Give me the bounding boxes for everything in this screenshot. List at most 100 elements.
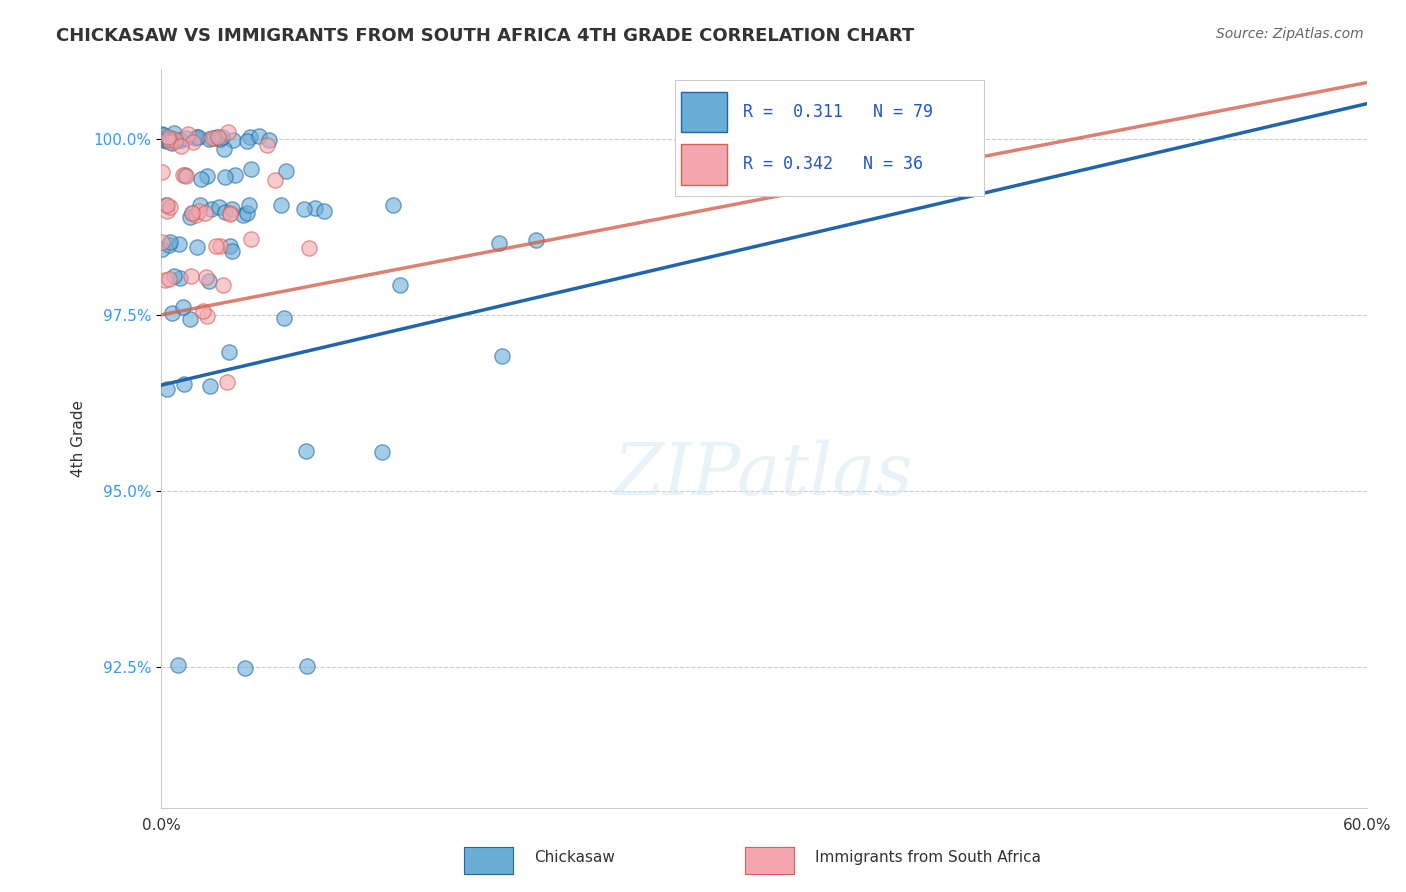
Point [195, 309, 218, 323]
Point [172, 300, 194, 314]
Point [388, 278, 411, 293]
Point [295, 444, 318, 458]
Point [156, 131, 179, 145]
Point [370, 445, 392, 459]
Point [174, 169, 197, 183]
Point [207, 129, 229, 144]
Point [224, 168, 246, 182]
Point [208, 132, 231, 146]
Point [155, 198, 177, 212]
Point [188, 198, 211, 212]
Point [219, 207, 242, 221]
Point [236, 206, 259, 220]
Point [488, 235, 510, 250]
Point [276, 163, 298, 178]
Point [191, 304, 214, 318]
Point [219, 239, 242, 253]
Point [205, 238, 228, 252]
Point [156, 133, 179, 147]
Point [159, 136, 181, 150]
Point [304, 201, 326, 215]
Point [295, 659, 318, 673]
Point [198, 274, 221, 288]
Point [236, 134, 259, 148]
Point [157, 272, 180, 286]
Point [201, 130, 224, 145]
Point [173, 376, 195, 391]
Point [264, 173, 287, 187]
Point [273, 311, 295, 326]
Point [163, 269, 186, 284]
Point [298, 241, 321, 255]
Point [202, 131, 225, 145]
Point [247, 129, 270, 144]
Point [184, 130, 207, 145]
Point [207, 130, 229, 145]
Point [170, 138, 193, 153]
Point [195, 169, 218, 183]
Point [174, 130, 197, 145]
Point [150, 127, 173, 141]
Point [180, 268, 202, 283]
Point [179, 312, 201, 326]
Point [217, 124, 239, 138]
Point [186, 130, 208, 145]
Point [218, 206, 240, 220]
Point [150, 165, 173, 179]
Text: 0.0%: 0.0% [142, 818, 180, 833]
Point [157, 132, 180, 146]
Point [211, 130, 233, 145]
Point [181, 206, 204, 220]
Point [208, 239, 231, 253]
Point [186, 207, 208, 221]
Point [190, 172, 212, 186]
Point [238, 198, 260, 212]
Point [256, 138, 278, 153]
Point [157, 237, 180, 252]
Point [200, 202, 222, 217]
Point [152, 128, 174, 143]
FancyBboxPatch shape [681, 144, 727, 185]
Point [167, 133, 190, 147]
Point [222, 133, 245, 147]
Point [170, 133, 193, 147]
Point [524, 233, 547, 247]
Point [381, 197, 404, 211]
Text: 60.0%: 60.0% [1343, 818, 1391, 833]
Point [218, 345, 240, 359]
Point [233, 660, 256, 674]
Point [156, 130, 179, 145]
Point [257, 132, 280, 146]
Text: Source: ZipAtlas.com: Source: ZipAtlas.com [1216, 27, 1364, 41]
Point [232, 208, 254, 222]
Point [214, 204, 236, 219]
Point [240, 232, 263, 246]
Point [179, 211, 201, 225]
Point [180, 206, 202, 220]
Point [159, 130, 181, 145]
Point [167, 236, 190, 251]
Point [221, 244, 243, 259]
Point [186, 240, 208, 254]
Point [491, 349, 513, 363]
Point [160, 306, 183, 320]
Point [292, 202, 315, 216]
Point [169, 270, 191, 285]
Text: ZIPatlas: ZIPatlas [614, 440, 914, 510]
Text: CHICKASAW VS IMMIGRANTS FROM SOUTH AFRICA 4TH GRADE CORRELATION CHART: CHICKASAW VS IMMIGRANTS FROM SOUTH AFRIC… [56, 27, 914, 45]
Point [215, 376, 238, 390]
Point [208, 201, 231, 215]
Point [212, 142, 235, 156]
Y-axis label: 4th Grade: 4th Grade [72, 400, 86, 476]
Point [200, 379, 222, 393]
Point [197, 131, 219, 145]
FancyBboxPatch shape [681, 92, 727, 132]
Point [167, 657, 190, 672]
Point [212, 277, 235, 292]
Point [156, 130, 179, 145]
Text: Chickasaw: Chickasaw [534, 850, 616, 865]
Point [240, 162, 263, 177]
Point [160, 136, 183, 150]
Point [155, 133, 177, 147]
Point [172, 168, 194, 182]
